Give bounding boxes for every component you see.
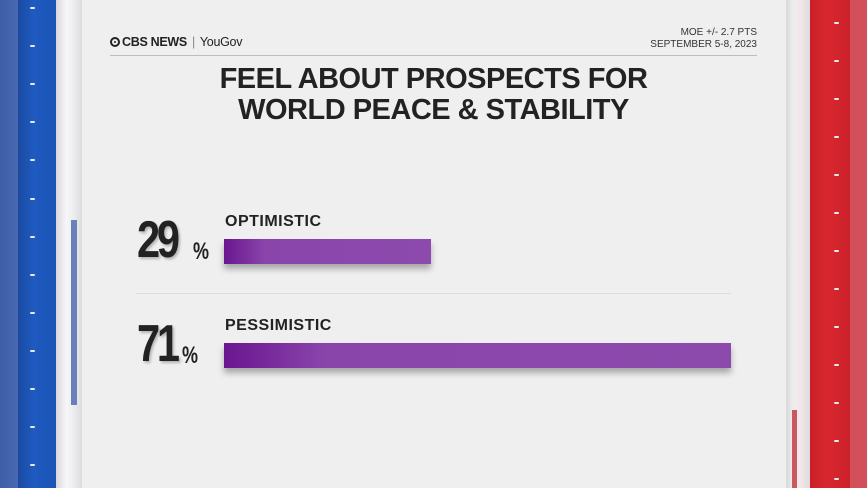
- right-red-tab: [792, 410, 797, 488]
- row-divider: [136, 293, 731, 294]
- left-blue-stripe: [18, 0, 56, 488]
- right-red-stripe: [810, 0, 850, 488]
- value-pessimistic: 71: [137, 315, 180, 373]
- logo-brand: CBS NEWS: [122, 35, 187, 49]
- header-rule: [110, 55, 757, 56]
- cbs-eye-icon: [110, 37, 120, 47]
- percent-sign-pessimistic: %: [182, 342, 199, 369]
- poll-meta: MOE +/- 2.7 PTS SEPTEMBER 5-8, 2023: [650, 27, 757, 51]
- chart-title-line-1: FEEL ABOUT PROSPECTS FOR: [219, 63, 648, 95]
- left-blue-tab: [71, 220, 77, 405]
- poll-dates: SEPTEMBER 5-8, 2023: [650, 39, 757, 50]
- chart-title: FEEL ABOUT PROSPECTS FOR WORLD PEACE & S…: [110, 64, 757, 126]
- left-white-border: [56, 0, 82, 488]
- value-optimistic: 29: [137, 211, 180, 269]
- logo-separator: |: [191, 35, 195, 49]
- label-optimistic: OPTIMISTIC: [225, 213, 322, 230]
- chart-panel: [82, 0, 786, 488]
- cbs-yougov-logo: CBS NEWS | YouGov: [110, 35, 242, 49]
- label-pessimistic: PESSIMISTIC: [225, 317, 332, 334]
- chart-title-line-2: WORLD PEACE & STABILITY: [238, 94, 629, 126]
- bar-pessimistic: [224, 343, 731, 368]
- bar-optimistic: [224, 239, 431, 264]
- right-red-background: [850, 0, 867, 488]
- right-white-border: [786, 0, 810, 488]
- left-blue-background: [0, 0, 18, 488]
- logo-partner: YouGov: [199, 35, 243, 49]
- margin-of-error: MOE +/- 2.7 PTS: [680, 27, 757, 38]
- percent-sign-optimistic: %: [193, 238, 210, 265]
